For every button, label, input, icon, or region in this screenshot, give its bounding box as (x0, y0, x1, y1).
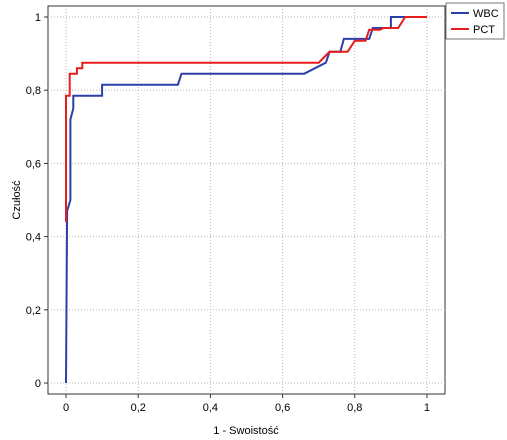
x-tick-label: 0,8 (347, 402, 362, 414)
y-axis-label: Czułość (11, 180, 23, 220)
grid (48, 6, 445, 394)
y-tick-label: 0 (35, 378, 41, 390)
x-tick-label: 0 (63, 402, 69, 414)
y-tick-label: 0,2 (26, 305, 41, 317)
y-tick-labels: 0 0,2 0,4 0,6 0,8 1 (26, 12, 41, 390)
legend: WBC PCT (445, 2, 505, 40)
plot-area (47, 5, 446, 395)
x-tick-label: 0,2 (131, 402, 146, 414)
y-tick-label: 0,8 (26, 85, 41, 97)
y-tick-label: 1 (35, 12, 41, 24)
x-tick-label: 0,6 (275, 402, 290, 414)
y-tick-label: 0,6 (26, 158, 41, 170)
legend-label-wbc: WBC (473, 8, 499, 20)
x-tick-label: 0,4 (203, 402, 218, 414)
series-lines (65, 16, 427, 384)
x-axis-label: 1 - Swoistość (213, 425, 279, 437)
ticks (44, 16, 428, 398)
legend-box (445, 2, 505, 40)
x-tick-labels: 0 0,2 0,4 0,6 0,8 1 (63, 402, 430, 414)
x-tick-label: 1 (424, 402, 430, 414)
legend-label-pct: PCT (473, 24, 495, 36)
series-line-pct (65, 16, 427, 222)
y-tick-label: 0,4 (26, 232, 41, 244)
